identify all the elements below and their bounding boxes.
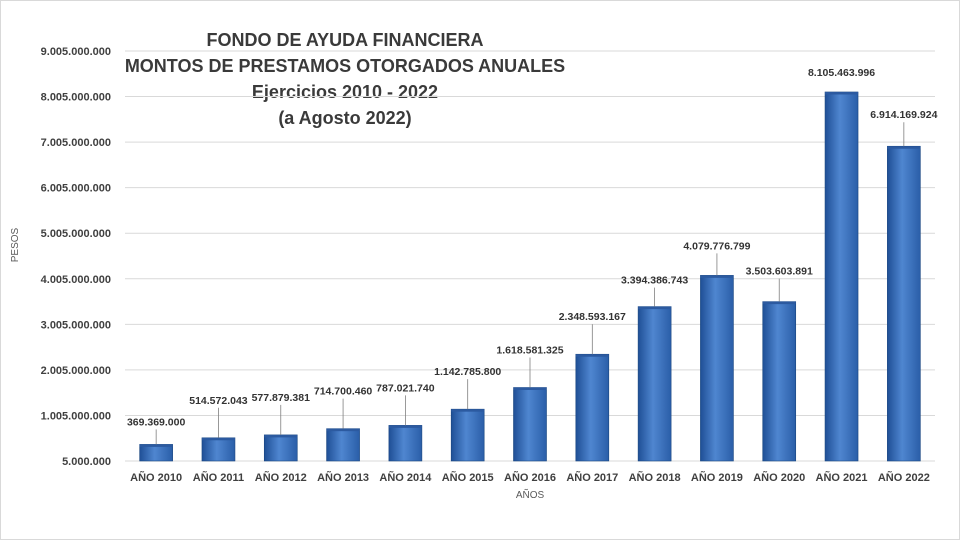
bar (637, 306, 672, 462)
data-label: 787.021.740 (376, 382, 435, 394)
x-tick-label: AÑO 2014 (379, 471, 432, 484)
data-label: 8.105.463.996 (808, 67, 875, 79)
x-tick-label: AÑO 2021 (816, 471, 868, 484)
data-label: 2.348.593.167 (559, 311, 626, 323)
bar (201, 437, 236, 462)
x-tick-label: AÑO 2015 (442, 471, 494, 484)
bar (263, 434, 298, 462)
bar-cap (264, 434, 298, 438)
x-tick-label: AÑO 2013 (317, 471, 369, 484)
bars (139, 91, 921, 462)
data-label: 1.142.785.800 (434, 366, 501, 378)
y-tick-label: 3.005.000.000 (41, 319, 111, 331)
data-label: 4.079.776.799 (683, 240, 750, 252)
bar (887, 145, 921, 462)
y-tick-label: 4.005.000.000 (41, 274, 111, 286)
x-axis-title: AÑOS (516, 488, 545, 501)
chart-title-line-1: FONDO DE AYUDA FINANCIERA (206, 30, 484, 50)
bar-cap (451, 409, 485, 412)
data-label: 3.394.386.743 (621, 275, 688, 287)
bar (575, 353, 610, 462)
y-tick-label: 9.005.000.000 (41, 46, 111, 58)
x-tick-label: AÑO 2012 (255, 471, 307, 484)
x-tick-label: AÑO 2019 (691, 471, 743, 484)
bar-cap (825, 91, 859, 95)
bar-cap (139, 444, 173, 447)
bar-cap (762, 301, 796, 305)
y-tick-label: 2.005.000.000 (41, 365, 111, 377)
y-tick-label: 8.005.000.000 (41, 92, 111, 104)
y-tick-label: 7.005.000.000 (41, 137, 111, 149)
x-tick-label: AÑO 2018 (629, 471, 681, 484)
y-axis-title: PESOS (10, 227, 21, 262)
data-label: 369.369.000 (127, 416, 186, 428)
x-tick-label: AÑO 2020 (753, 471, 805, 484)
bar (700, 275, 734, 462)
x-tick-label: AÑO 2017 (566, 471, 618, 484)
x-axis-ticks: AÑO 2010 AÑO 2011 AÑO 2012 AÑO 2013 AÑO 2014… (130, 471, 930, 484)
bar (450, 408, 485, 462)
bar-cap (326, 428, 360, 432)
x-tick-label: AÑO 2011 (193, 471, 244, 484)
y-tick-label: 6.005.000.000 (41, 183, 111, 195)
data-label: 714.700.460 (314, 386, 373, 398)
bar (326, 428, 360, 462)
chart-title-line-4: (a Agosto 2022) (278, 108, 412, 128)
y-tick-label: 1.005.000.000 (41, 410, 111, 422)
x-tick-label: AÑO 2016 (504, 471, 556, 484)
bar-cap (388, 425, 422, 428)
y-tick-label: 5.005.000.000 (41, 228, 111, 240)
x-tick-label: AÑO 2010 (130, 471, 182, 484)
bar (513, 387, 547, 462)
bar-cap (513, 387, 547, 390)
bar-cap (201, 437, 235, 441)
chart-title-line-2: MONTOS DE PRESTAMOS OTORGADOS ANUALES (124, 56, 566, 76)
bar-cap (700, 275, 734, 278)
gridlines (125, 50, 935, 462)
bar-cap (575, 354, 609, 357)
bar (824, 91, 859, 462)
bar (388, 425, 423, 462)
data-label: 514.572.043 (189, 395, 248, 407)
data-label: 3.503.603.891 (746, 266, 813, 278)
bar-cap (887, 146, 921, 149)
bar (762, 301, 797, 462)
data-label: 6.914.169.924 (870, 109, 937, 121)
data-label: 1.618.581.325 (496, 344, 563, 356)
bar-cap (638, 306, 672, 310)
y-axis-ticks: 5.000.000 1.005.000.000 2.005.000.000 3.005… (41, 46, 111, 468)
y-tick-label: 5.000.000 (62, 456, 111, 468)
data-label: 577.879.381 (252, 392, 311, 404)
x-tick-label: AÑO 2022 (878, 471, 930, 484)
